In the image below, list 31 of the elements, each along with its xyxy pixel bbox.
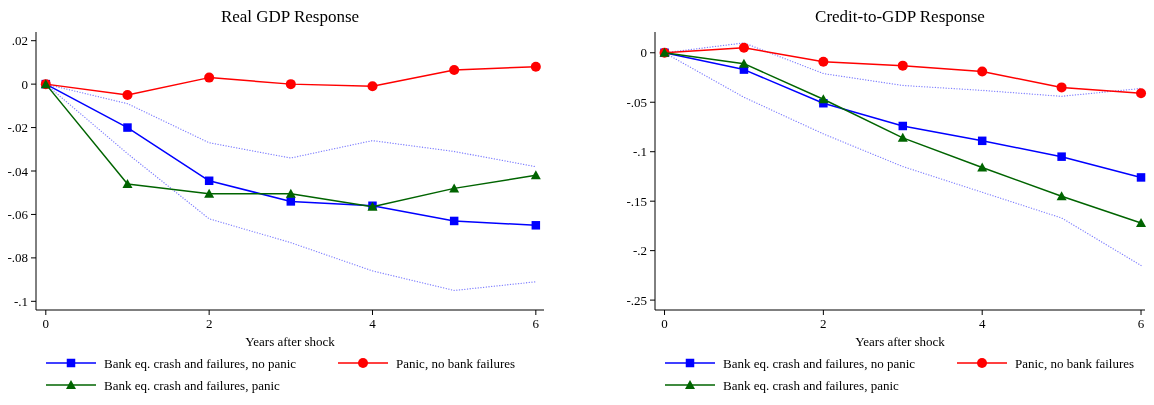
legend-label: Panic, no bank failures	[396, 355, 516, 371]
y-tick-label: -.06	[7, 206, 29, 222]
legend-label: Bank eq. crash and failures, panic	[723, 377, 900, 393]
x-tick-label: 6	[1137, 316, 1145, 331]
y-tick-label: -.04	[7, 163, 29, 179]
y-tick-label: 0	[640, 45, 647, 61]
x-tick-label: 0	[42, 316, 50, 331]
legend-label: Panic, no bank failures	[1015, 355, 1135, 371]
y-tick-label: -.08	[7, 250, 28, 266]
x-tick-label: 4	[369, 316, 377, 331]
x-tick-label: 0	[661, 316, 668, 331]
x-tick-label: 6	[532, 316, 540, 331]
chart-title: Real GDP Response	[220, 7, 360, 26]
legend-label: Bank eq. crash and failures, panic	[104, 377, 281, 393]
y-tick-label: -.02	[7, 120, 28, 136]
x-axis-title: Years after shock	[855, 334, 946, 349]
y-tick-label: -.05	[626, 94, 647, 110]
y-tick-label: .02	[11, 33, 28, 49]
y-tick-label: -.25	[626, 292, 647, 308]
legend-label: Bank eq. crash and failures, no panic	[723, 355, 916, 371]
y-tick-label: -.2	[632, 243, 647, 259]
x-tick-label: 2	[820, 316, 827, 331]
x-tick-label: 4	[978, 316, 986, 331]
chart-title: Credit-to-GDP Response	[815, 7, 985, 26]
legend-label: Bank eq. crash and failures, no panic	[104, 355, 297, 371]
x-tick-label: 2	[205, 316, 213, 331]
y-tick-label: -.15	[626, 193, 647, 209]
y-tick-label: 0	[21, 76, 28, 92]
x-axis-title: Years after shock	[245, 334, 336, 349]
y-tick-label: -.1	[13, 293, 28, 309]
y-tick-label: -.1	[632, 144, 647, 160]
